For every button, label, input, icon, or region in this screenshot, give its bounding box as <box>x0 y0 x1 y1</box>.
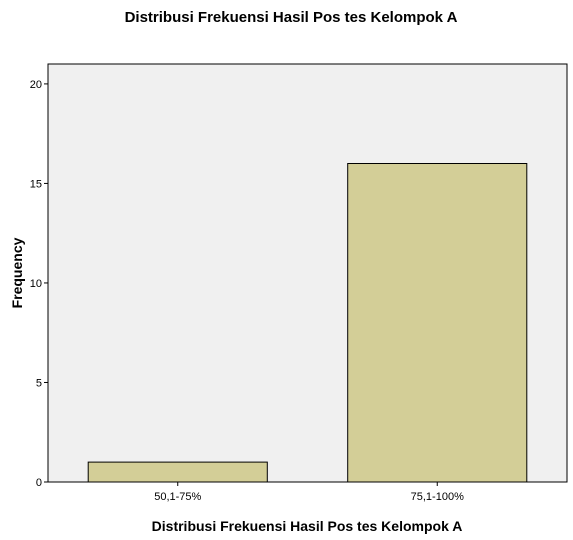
bars-group <box>87 163 528 483</box>
y-tick-label: 0 <box>36 477 42 489</box>
y-tick-label: 20 <box>30 79 42 91</box>
bar-2 <box>347 163 528 483</box>
x-tick-label: 50,1-75% <box>154 491 201 503</box>
y-tick-label: 5 <box>36 377 42 389</box>
x-axis-label: Distribusi Frekuensi Hasil Pos tes Kelom… <box>152 518 463 534</box>
chart-title: Distribusi Frekuensi Hasil Pos tes Kelom… <box>125 9 458 26</box>
y-tick-label: 15 <box>30 178 42 190</box>
x-tick-label: 75,1-100% <box>411 491 464 503</box>
bar-1 <box>87 461 268 483</box>
y-tick-label: 10 <box>30 278 42 290</box>
x-axis: 50,1-75% 75,1-100% <box>154 482 464 503</box>
y-axis-label: Frequency <box>9 237 25 308</box>
y-axis: 0 5 10 15 20 <box>30 79 48 489</box>
